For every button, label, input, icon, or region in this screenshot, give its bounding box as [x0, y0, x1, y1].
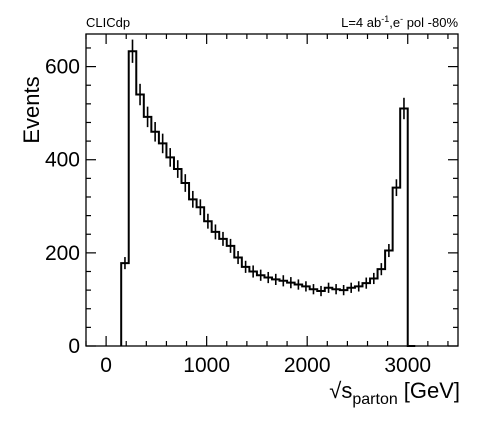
- luminosity-label: L=4 ab-1,e- pol -80%: [341, 14, 458, 30]
- histogram-outline: [120, 50, 416, 347]
- x-tick-label: 1000: [183, 354, 230, 377]
- x-axis-title: √sparton [GeV]: [329, 378, 460, 408]
- y-tick-label: 0: [68, 335, 80, 358]
- y-axis-title: Events: [19, 76, 44, 143]
- tick-labels: 0 1000 2000 3000 0 200 400 600: [45, 56, 431, 377]
- histogram-bars: [120, 39, 416, 347]
- experiment-label: CLICdp: [86, 15, 130, 30]
- plot-frame: [85, 33, 459, 347]
- x-tick-label: 0: [100, 354, 112, 377]
- y-tick-label: 600: [45, 56, 80, 79]
- y-tick-label: 200: [45, 242, 80, 265]
- y-tick-label: 400: [45, 149, 80, 172]
- axis-ticks: [85, 34, 458, 347]
- x-tick-label: 3000: [384, 354, 431, 377]
- x-tick-label: 2000: [284, 354, 331, 377]
